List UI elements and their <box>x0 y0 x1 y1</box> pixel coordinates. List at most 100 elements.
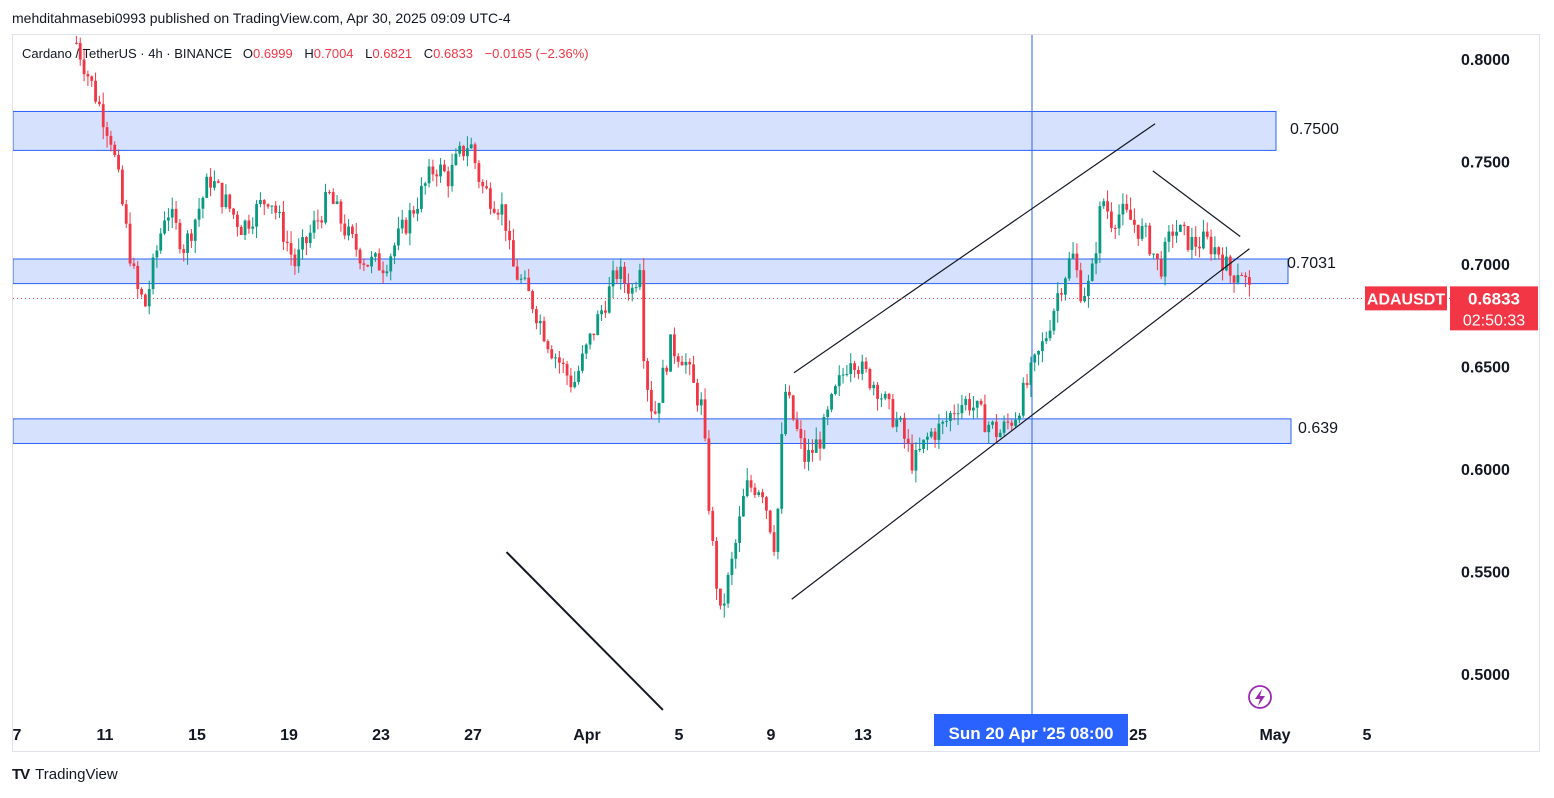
last-price-box <box>1450 286 1538 331</box>
candle-body <box>542 320 546 342</box>
candle-body <box>416 208 419 214</box>
low-label: L <box>365 46 373 61</box>
candle-body <box>462 145 465 157</box>
y-tick-label: 0.7500 <box>1461 155 1510 172</box>
candle-body <box>523 277 527 279</box>
candle-body <box>259 200 262 205</box>
candle-body <box>1144 225 1148 227</box>
candle-body <box>82 59 86 75</box>
candle-body <box>933 431 937 440</box>
last-price-value: 0.6833 <box>1468 289 1520 308</box>
candle-body <box>454 153 458 165</box>
candle-body <box>600 310 603 315</box>
candle-body <box>1182 224 1186 227</box>
candle-body <box>588 333 592 345</box>
candle-body <box>128 223 132 264</box>
candle-body <box>661 367 665 403</box>
candle-body <box>305 237 308 244</box>
candle-body <box>799 428 803 439</box>
candle-body <box>423 183 427 186</box>
publisher-header: mehditahmasebi0993 published on TradingV… <box>12 10 511 26</box>
x-tick-label: 13 <box>854 727 872 744</box>
candle-body <box>1190 236 1194 250</box>
candle-body <box>400 219 404 229</box>
candle-body <box>293 254 297 267</box>
candle-body <box>937 423 941 440</box>
lightning-bolt-icon <box>1255 689 1265 706</box>
trendline-wedge-top <box>1152 170 1241 237</box>
y-tick-label: 0.8000 <box>1461 52 1510 69</box>
candle-body <box>975 400 979 408</box>
candle-body <box>1140 226 1144 239</box>
candle-body <box>1010 422 1014 426</box>
candle-body <box>987 424 991 433</box>
candle-body <box>124 204 128 224</box>
high-label: H <box>304 46 314 61</box>
candle-body <box>1060 293 1063 295</box>
x-tick-label: 11 <box>97 727 114 744</box>
candle-body <box>929 431 933 437</box>
tradingview-footer[interactable]: TV TradingView <box>12 766 118 783</box>
candle-body <box>370 256 373 267</box>
candle-body <box>650 389 653 412</box>
x-tick-label: 9 <box>767 727 776 744</box>
candle-body <box>1044 338 1048 342</box>
candle-body <box>331 192 335 204</box>
candle-body <box>653 411 657 414</box>
candle-body <box>101 104 105 128</box>
candle-body <box>266 204 270 207</box>
candle-body <box>926 436 929 440</box>
y-tick-label: 0.5500 <box>1461 565 1510 582</box>
candle-body <box>550 349 554 359</box>
candle-body <box>995 421 998 438</box>
candle-body <box>1121 203 1125 215</box>
candle-body <box>527 277 531 292</box>
candle-body <box>86 74 90 77</box>
candle-body <box>109 135 113 145</box>
candle-body <box>630 287 634 294</box>
candle-body <box>1083 296 1086 302</box>
candle-body <box>738 516 741 543</box>
candle-body <box>707 438 711 511</box>
x-tick-label: 23 <box>372 727 390 744</box>
symbol-description[interactable]: Cardano / TetherUS · 4h · BINANCE <box>22 46 233 61</box>
candle-body <box>1064 278 1067 295</box>
candle-body <box>239 226 243 236</box>
candle-body <box>324 191 327 223</box>
candle-body <box>899 417 902 420</box>
candle-body <box>757 492 761 495</box>
candle-body <box>251 226 255 229</box>
candle-body <box>328 191 331 193</box>
candle-body <box>726 574 730 604</box>
candle-body <box>822 417 826 449</box>
candle-body <box>1037 350 1040 355</box>
candle-body <box>508 230 511 241</box>
candle-body <box>960 405 964 414</box>
candle-body <box>186 233 189 254</box>
candle-body <box>535 309 538 324</box>
candle-body <box>500 204 504 215</box>
x-tick-label: May <box>1259 727 1290 744</box>
candle-body <box>546 341 550 350</box>
zone-label-2: 0.7031 <box>1287 255 1336 272</box>
crosshair-date-label: Sun 20 Apr '25 08:00 <box>949 724 1114 743</box>
x-tick-label: 5 <box>675 727 684 744</box>
candle-body <box>1244 275 1247 278</box>
candle-body <box>282 211 285 242</box>
candle-body <box>1033 354 1037 363</box>
candle-body <box>1041 341 1044 351</box>
candle-body <box>163 220 166 234</box>
candle-body <box>795 419 799 429</box>
candle-body <box>167 217 170 221</box>
candle-body <box>301 237 304 250</box>
candle-body <box>1052 310 1056 331</box>
candle-body <box>634 287 638 289</box>
candle-body <box>1136 224 1140 239</box>
candle-body <box>201 197 205 209</box>
candle-body <box>849 363 853 375</box>
candle-body <box>569 375 573 388</box>
candle-body <box>607 286 611 313</box>
candle-body <box>308 232 312 244</box>
candle-body <box>906 438 910 444</box>
